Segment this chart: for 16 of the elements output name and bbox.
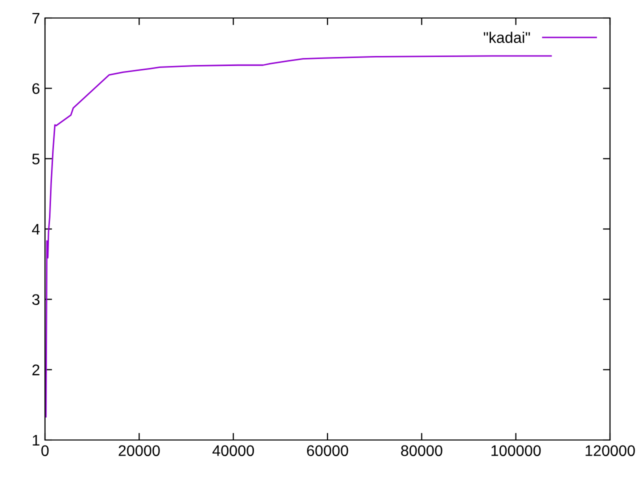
y-tick-label: 5 <box>32 154 40 164</box>
y-tick-label: 3 <box>32 294 40 306</box>
x-tick-label: 120000 <box>586 445 635 456</box>
line-series <box>45 55 552 418</box>
x-tick-label: 100000 <box>492 445 541 456</box>
y-tick-label: 2 <box>32 364 40 376</box>
y-tick-label: 1 <box>32 435 40 446</box>
x-tick-label: 0 <box>41 445 49 456</box>
y-tick-label: 6 <box>32 83 40 94</box>
x-tick-label: 80000 <box>401 445 442 456</box>
x-tick-label: 60000 <box>307 445 348 456</box>
legend-label: "kadai" <box>484 32 530 43</box>
y-tick-label: 7 <box>32 13 40 24</box>
x-tick-label: 20000 <box>118 445 160 456</box>
y-tick-label: 4 <box>32 224 40 235</box>
x-tick-label: 40000 <box>212 445 254 456</box>
